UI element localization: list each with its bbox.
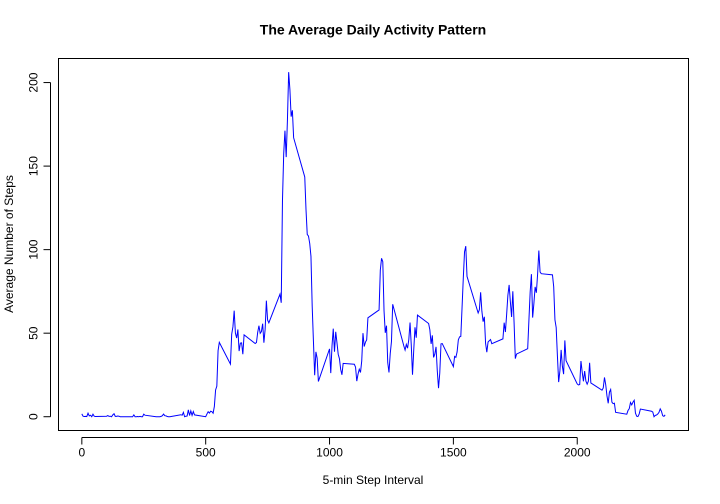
x-tick-label: 1000 bbox=[316, 446, 343, 460]
y-tick-label: 50 bbox=[27, 326, 41, 340]
plot-frame bbox=[58, 58, 689, 431]
x-tick-label: 1500 bbox=[440, 446, 467, 460]
y-tick-label: 0 bbox=[27, 413, 41, 420]
chart-title: The Average Daily Activity Pattern bbox=[260, 22, 486, 38]
y-tick-label: 150 bbox=[27, 156, 41, 176]
y-tick-label: 200 bbox=[27, 72, 41, 92]
x-tick-label: 0 bbox=[78, 446, 85, 460]
data-line bbox=[81, 72, 666, 418]
x-tick-label: 500 bbox=[196, 446, 216, 460]
x-axis-label: 5-min Step Interval bbox=[323, 473, 424, 487]
y-axis-label: Average Number of Steps bbox=[2, 175, 16, 313]
x-tick-label: 2000 bbox=[564, 446, 591, 460]
y-tick-label: 100 bbox=[27, 239, 41, 259]
